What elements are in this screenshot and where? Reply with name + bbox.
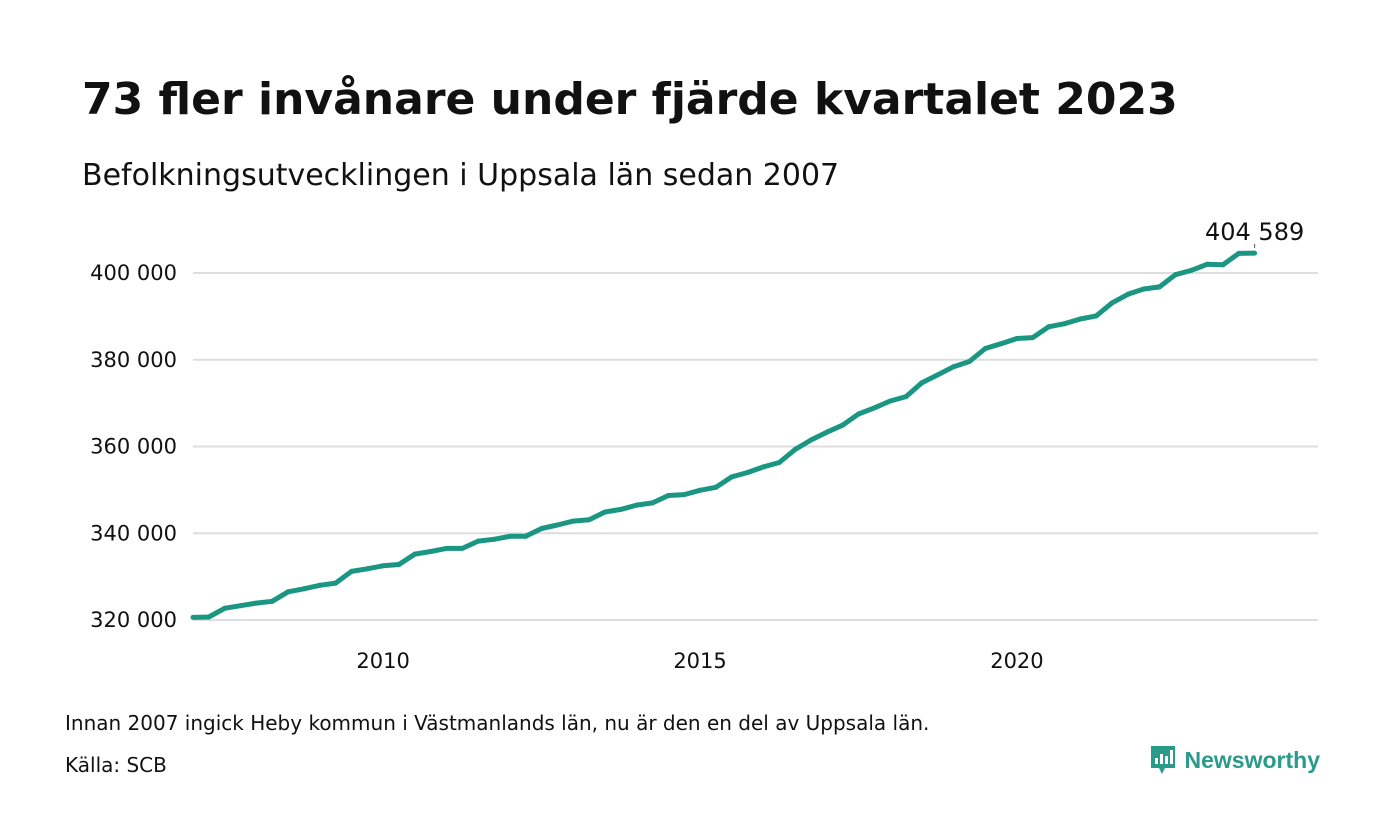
- data-point: [856, 411, 861, 417]
- data-point: [507, 533, 513, 539]
- data-point: [951, 364, 957, 370]
- x-tick-label: 2010: [356, 649, 409, 673]
- data-point: [713, 484, 719, 490]
- line-chart: 320 000 340 000 360 000 380 000 400 000 2010…: [90, 218, 1318, 673]
- data-point: [903, 394, 909, 400]
- data-point: [1141, 286, 1147, 292]
- data-point: [681, 492, 687, 498]
- data-point: [333, 580, 339, 586]
- data-point: [396, 562, 402, 567]
- data-point: [634, 502, 640, 508]
- data-point: [1046, 324, 1052, 330]
- data-point: [269, 598, 275, 604]
- data-point: [808, 437, 814, 443]
- data-point: [966, 359, 972, 364]
- data-point: [428, 549, 434, 554]
- data-point: [665, 493, 671, 498]
- end-annotation: 404 589: [1205, 218, 1304, 249]
- chart-title: 73 fler invånare under fjärde kvartalet …: [82, 74, 1178, 125]
- data-point: [650, 500, 655, 506]
- data-point: [935, 372, 941, 378]
- data-point: [1204, 261, 1210, 267]
- data-point: [554, 522, 560, 528]
- data-point: [840, 422, 846, 428]
- data-point: [776, 460, 782, 465]
- data-point: [1109, 300, 1115, 306]
- x-tick-label: 2020: [990, 649, 1043, 673]
- gridlines: [193, 272, 1318, 621]
- data-point: [982, 346, 988, 351]
- data-point: [586, 517, 592, 523]
- data-point: [729, 474, 735, 480]
- data-point: [1014, 336, 1020, 341]
- data-point: [1236, 250, 1242, 256]
- data-point: [285, 589, 291, 595]
- data-point: [570, 518, 576, 524]
- data-point: [618, 506, 624, 512]
- data-point: [1077, 316, 1083, 322]
- data-point: [491, 536, 497, 542]
- data-point: [919, 380, 925, 386]
- data-point: [444, 545, 449, 551]
- data-point: [412, 551, 418, 557]
- data-point: [238, 603, 243, 609]
- data-point: [697, 487, 703, 493]
- data-point: [523, 533, 529, 539]
- data-point: [459, 545, 465, 551]
- data-point: [1172, 272, 1178, 278]
- data-point: [887, 398, 893, 404]
- data-point: [222, 605, 228, 611]
- data-point: [1252, 250, 1258, 256]
- data-point: [1220, 262, 1226, 268]
- data-point: [364, 566, 370, 572]
- data-point: [1062, 321, 1067, 327]
- source-note: Källa: SCB: [65, 753, 167, 777]
- x-axis-tick-labels: 2010 2015 2020: [356, 649, 1043, 673]
- data-point: [998, 341, 1004, 347]
- data-point: [602, 509, 608, 515]
- data-point: [871, 405, 877, 411]
- data-point: [824, 429, 830, 435]
- data-point: [206, 614, 212, 620]
- y-tick-label: 400 000: [90, 261, 177, 285]
- data-point: [1188, 267, 1194, 273]
- end-value-label: 404 589: [1205, 218, 1304, 246]
- data-point: [349, 568, 354, 574]
- newsworthy-logo-icon: [1150, 746, 1175, 774]
- data-point: [1030, 335, 1036, 341]
- footnote: Innan 2007 ingick Heby kommun i Västmanl…: [65, 711, 930, 735]
- data-point: [745, 470, 751, 475]
- data-point: [253, 600, 259, 606]
- y-axis-tick-labels: 320 000 340 000 360 000 380 000 400 000: [90, 261, 177, 632]
- brand-name: Newsworthy: [1184, 746, 1320, 773]
- series-line: [192, 250, 1255, 620]
- y-tick-label: 380 000: [90, 348, 177, 372]
- data-point: [301, 586, 307, 592]
- y-tick-label: 340 000: [90, 521, 177, 545]
- y-tick-label: 320 000: [90, 608, 177, 632]
- brand-logo[interactable]: Newsworthy: [1149, 744, 1320, 776]
- data-point: [760, 464, 766, 470]
- chart-subtitle: Befolkningsutvecklingen i Uppsala län se…: [82, 158, 840, 193]
- data-point: [1093, 313, 1099, 319]
- data-point: [1125, 291, 1131, 297]
- data-point: [380, 563, 386, 569]
- data-point: [1157, 284, 1162, 290]
- data-point: [190, 614, 196, 620]
- data-point: [792, 447, 798, 452]
- data-point: [475, 538, 481, 544]
- series-layer: [190, 250, 1258, 620]
- data-point: [317, 582, 323, 588]
- x-tick-label: 2015: [673, 649, 726, 673]
- y-tick-label: 360 000: [90, 435, 177, 459]
- data-point: [539, 526, 545, 531]
